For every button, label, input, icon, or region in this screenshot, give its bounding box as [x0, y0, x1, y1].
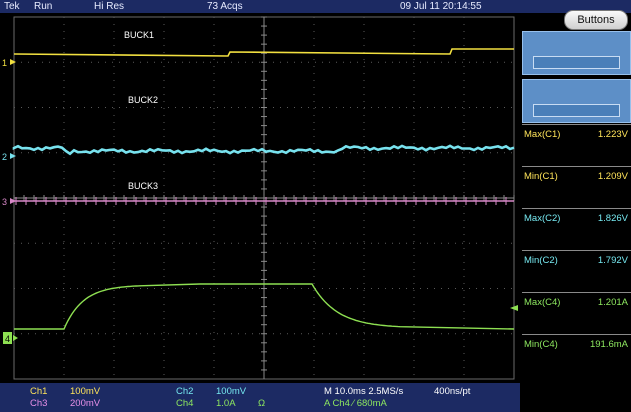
waveform-display[interactable]: BUCK1 BUCK2 BUCK3 1 2 3 4	[0, 13, 520, 383]
measurement-value: 1.826V	[597, 213, 628, 224]
measurement-row[interactable]: Max(C2) 1.826V	[522, 208, 631, 251]
channel4-marker-box	[3, 332, 12, 344]
measurement-row[interactable]: Min(C2) 1.792V	[522, 250, 631, 293]
timebase-readout[interactable]: M 10.0ms 2.5MS/s	[324, 386, 404, 397]
measurement-value: 1.792V	[597, 255, 628, 266]
trace-label: BUCK1	[124, 30, 154, 40]
measurement-label: Max(C4)	[524, 297, 561, 308]
measurement-value: 191.6mA	[589, 339, 628, 350]
measurement-row[interactable]: Min(C1) 1.209V	[522, 166, 631, 209]
channel-marker: 3	[2, 197, 7, 207]
channel-marker-arrow	[10, 59, 16, 65]
channel-marker-arrow	[10, 198, 16, 204]
measurement-label: Min(C2)	[524, 255, 558, 266]
measurement-value: 1.201A	[597, 297, 628, 308]
run-state: Run	[34, 1, 53, 12]
record-readout: 400ns/pt	[434, 386, 471, 397]
ch3-label: Ch3	[30, 398, 48, 409]
ch3-scale[interactable]: 200mV	[70, 398, 101, 409]
side-menu-slot-1[interactable]	[522, 31, 631, 75]
trigger-level-icon	[510, 305, 518, 311]
ch2-label: Ch2	[176, 386, 194, 397]
measurement-row[interactable]: Max(C1) 1.223V	[522, 124, 631, 167]
acquisition-mode: Hi Res	[94, 1, 125, 12]
ch1-label: Ch1	[30, 386, 48, 397]
measurement-label: Min(C1)	[524, 171, 558, 182]
side-menu-slot-1-field[interactable]	[533, 56, 620, 69]
buck2-trace	[12, 144, 515, 156]
ch1-scale[interactable]: 100mV	[70, 386, 101, 397]
side-menu-slot-2[interactable]	[522, 79, 631, 123]
ch4-current-trace	[14, 283, 515, 330]
acquisition-count: 73 Acqs	[207, 1, 243, 12]
measurement-row[interactable]: Min(C4) 191.6mA	[522, 334, 631, 377]
measurement-label: Max(C1)	[524, 129, 561, 140]
measurement-row[interactable]: Max(C4) 1.201A	[522, 292, 631, 335]
graticule-svg: BUCK1 BUCK2 BUCK3 1 2 3 4	[2, 16, 518, 380]
trigger-readout[interactable]: A Ch4 ∕ 680mA	[324, 398, 387, 409]
measurement-label: Max(C2)	[524, 213, 561, 224]
channel-marker-arrow	[13, 335, 18, 341]
channel-marker: 1	[2, 58, 7, 68]
buck1-trace	[13, 48, 514, 57]
trace-label: BUCK3	[128, 181, 158, 191]
channel-marker: 4	[5, 334, 10, 344]
measurement-label: Min(C4)	[524, 339, 558, 350]
date-time: 09 Jul 11 20:14:55	[400, 1, 482, 12]
ch4-label: Ch4	[176, 398, 194, 409]
ch4-scale[interactable]: 1.0A	[216, 398, 236, 409]
channel-marker-arrow	[10, 153, 16, 159]
trace-label: BUCK2	[128, 95, 158, 105]
channel-settings-bar: Ch1 100mV Ch3 200mV Ch2 100mV Ch4 1.0A Ω…	[0, 383, 520, 412]
brand-label: Tek	[4, 1, 20, 12]
status-bar: Tek Run Hi Res 73 Acqs 09 Jul 11 20:14:5…	[0, 0, 631, 13]
measurement-value: 1.209V	[597, 171, 628, 182]
channel-marker: 2	[2, 152, 7, 162]
ch4-unit: Ω	[258, 398, 266, 409]
side-menu-slot-2-field[interactable]	[533, 104, 620, 117]
buttons-button[interactable]: Buttons	[564, 10, 628, 30]
ch2-scale[interactable]: 100mV	[216, 386, 247, 397]
measurement-value: 1.223V	[597, 129, 628, 140]
